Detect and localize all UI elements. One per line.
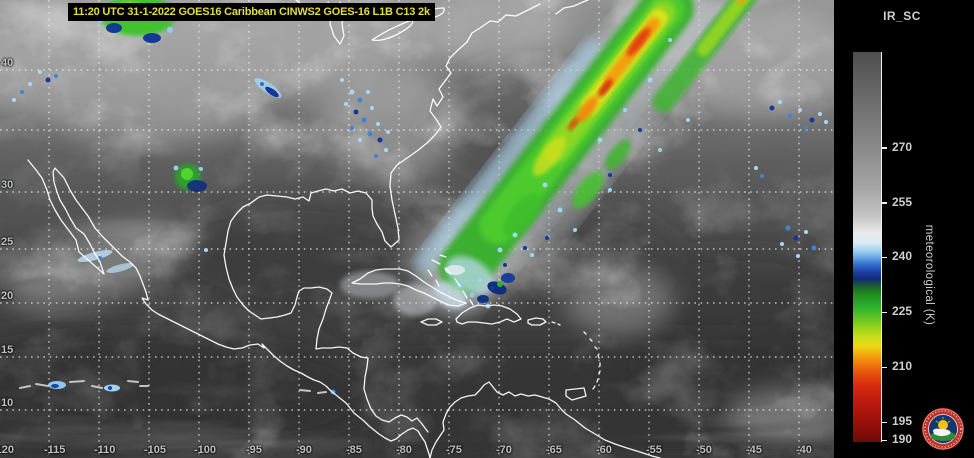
temperature-colorbar bbox=[853, 52, 882, 442]
longitude-label: -85 bbox=[346, 444, 362, 456]
band-flecks bbox=[478, 38, 690, 290]
longitude-label: -70 bbox=[496, 444, 512, 456]
longitude-label: -55 bbox=[646, 444, 662, 456]
longitude-label: -100 bbox=[194, 444, 217, 456]
longitude-label: -40 bbox=[796, 444, 812, 456]
low-cloud-patches bbox=[340, 271, 437, 316]
weather-service-logo bbox=[922, 408, 964, 450]
colorbar-unit-label: meteorological (K) bbox=[923, 224, 935, 326]
longitude-label: -50 bbox=[696, 444, 712, 456]
colorbar-tick-label: 210 bbox=[892, 359, 913, 374]
cloud-field-base bbox=[0, 0, 834, 458]
satellite-map-image: 11:20 UTC 31-1-2022 GOES16 Caribbean CIN… bbox=[0, 0, 834, 458]
product-header-bar: 11:20 UTC 31-1-2022 GOES16 Caribbean CIN… bbox=[68, 3, 435, 21]
colorbar-tick-mark bbox=[881, 147, 887, 149]
colorbar-tick-label: 190 bbox=[892, 432, 913, 447]
colorbar-tick-label: 270 bbox=[892, 139, 913, 154]
latitude-label: 25 bbox=[1, 236, 14, 248]
colorbar-panel: IR_SC 270 255 240 225 210 195 190 meteorologic… bbox=[834, 0, 974, 458]
latitude-label: 20 bbox=[1, 290, 14, 302]
longitude-label: -115 bbox=[44, 444, 66, 456]
colorbar-tick-mark bbox=[881, 366, 887, 369]
longitude-label: -60 bbox=[596, 444, 612, 456]
longitude-label: -90 bbox=[296, 444, 312, 456]
latitude-label: 10 bbox=[1, 397, 14, 409]
colorbar-tick-label: 195 bbox=[892, 414, 913, 429]
longitude-label: -65 bbox=[546, 444, 562, 456]
colorbar-tick-mark bbox=[881, 421, 887, 424]
longitude-label: -105 bbox=[144, 444, 167, 456]
longitude-label: -120 bbox=[0, 444, 15, 456]
cold-front-enhanced-band bbox=[414, 0, 785, 317]
colorbar-tick-mark bbox=[881, 439, 887, 442]
latitude-label: 40 bbox=[1, 57, 14, 69]
longitude-label: -45 bbox=[746, 444, 762, 456]
colorbar-tick-label: 240 bbox=[892, 249, 913, 264]
satellite-imagery bbox=[0, 0, 834, 458]
colorbar-tick-label: 225 bbox=[892, 304, 913, 319]
coastlines-overlay bbox=[27, 0, 661, 458]
itcz-cloud-line bbox=[19, 380, 327, 394]
longitude-label: -80 bbox=[396, 444, 412, 456]
latitude-label: 15 bbox=[1, 344, 14, 356]
longitude-label: -75 bbox=[446, 444, 462, 456]
colorbar-tick-mark bbox=[881, 311, 887, 314]
latitude-label: 30 bbox=[1, 179, 14, 191]
latlon-grid bbox=[0, 0, 834, 458]
colorbar-tick-mark bbox=[881, 256, 887, 259]
enhanced-cell-west-mexico bbox=[173, 164, 207, 192]
colorbar-tick-label: 255 bbox=[892, 194, 913, 209]
longitude-label: -110 bbox=[94, 444, 116, 456]
colorbar-tick-mark bbox=[881, 202, 887, 204]
product-header-text: 11:20 UTC 31-1-2022 GOES16 Caribbean CIN… bbox=[73, 6, 430, 18]
colorbar-title: IR_SC bbox=[883, 9, 921, 23]
longitude-label: -95 bbox=[246, 444, 262, 456]
